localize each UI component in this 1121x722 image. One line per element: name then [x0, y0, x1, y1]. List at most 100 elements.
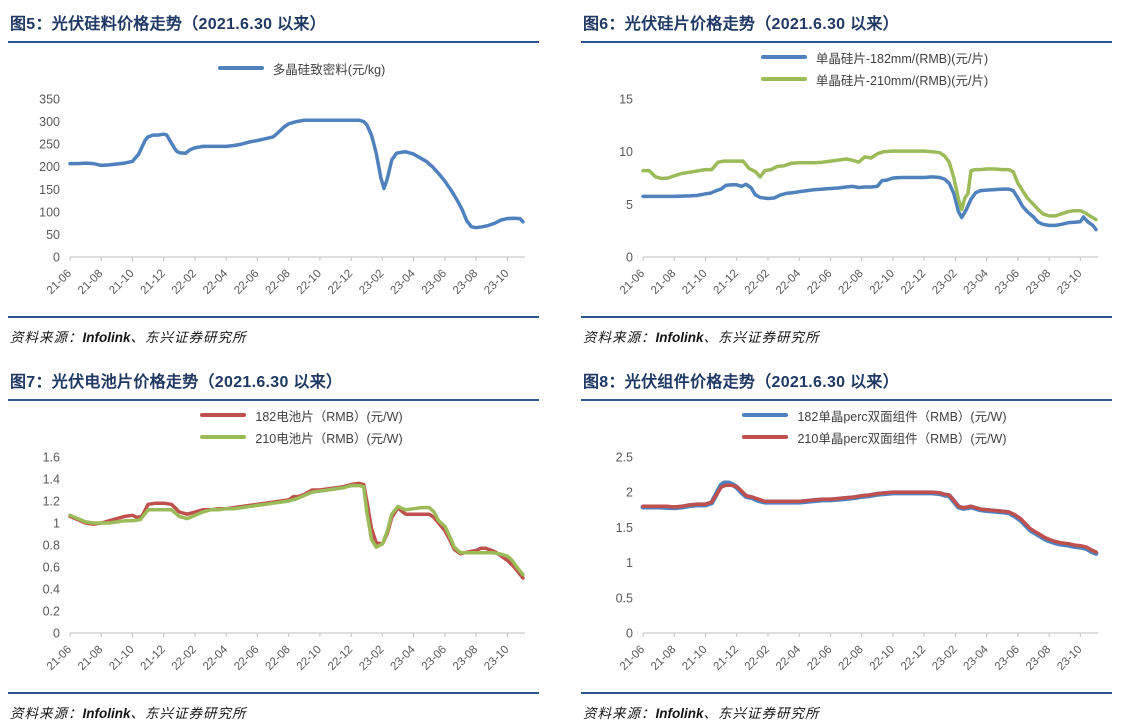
x-tick-label: 21-12 [139, 644, 168, 673]
x-tick-label: 23-10 [482, 644, 511, 673]
x-tick-label: 22-12 [899, 268, 928, 297]
legend-line-swatch [742, 413, 789, 417]
y-tick-label: 1 [626, 556, 633, 570]
x-tick-label: 23-02 [357, 644, 386, 673]
x-tick-label: 22-06 [805, 268, 834, 297]
legend-item: 182单晶perc双面组件（RMB）(元/W) [742, 406, 1007, 425]
title-divider [8, 41, 539, 43]
source-divider [8, 692, 539, 694]
x-tick-label: 22-04 [201, 267, 231, 297]
x-tick-label: 21-10 [680, 268, 709, 297]
legend-line-swatch [760, 77, 807, 81]
x-tick-label: 22-12 [899, 644, 928, 673]
x-tick-label: 21-10 [680, 644, 709, 673]
legend-label: 182单晶perc双面组件（RMB）(元/W) [797, 409, 1007, 424]
y-tick-label: 2.5 [616, 451, 633, 465]
source-line: 资料来源：Infolink、东兴证券研究所 [10, 702, 539, 722]
y-tick-label: 200 [39, 160, 60, 174]
axes: 0 0.2 0.4 0.6 0.8 1 1.2 1.4 1.6 21-06 21-08 21-10 21… [43, 451, 525, 673]
x-tick-label: 23-04 [388, 267, 418, 297]
legend-item: 多晶硅致密料(元/kg) [217, 59, 385, 78]
y-tick-label: 0 [626, 251, 633, 265]
x-tick-label: 21-10 [107, 644, 136, 673]
x-tick-label: 22-02 [170, 268, 199, 297]
figure-title: 图6：光伏硅片价格走势（2021.6.30 以来） [583, 16, 900, 33]
series-lines [68, 118, 525, 230]
x-tick-label: 22-10 [868, 644, 897, 673]
source-prefix: 资料来源： [583, 706, 656, 721]
x-tick-label: 22-08 [837, 644, 866, 673]
x-tick-label: 21-08 [76, 644, 105, 673]
series-lines [640, 480, 1099, 556]
legend-item: 单晶硅片-182mm/(RMB)(元/片) [760, 48, 988, 67]
series-lines [68, 481, 525, 580]
legend-item: 182电池片（RMB）(元/W) [200, 406, 403, 425]
chart-legend: 单晶硅片-182mm/(RMB)(元/片) 单晶硅片-210mm/(RMB)(元/… [581, 45, 1112, 91]
y-tick-label: 0.8 [43, 539, 60, 553]
y-tick-label: 0.4 [43, 583, 60, 597]
x-tick-label: 21-12 [712, 644, 741, 673]
title-divider [8, 399, 539, 401]
x-tick-label: 21-08 [76, 268, 105, 297]
x-tick-label: 22-04 [774, 267, 804, 297]
y-tick-label: 0 [53, 627, 60, 641]
x-tick-label: 23-06 [993, 644, 1022, 673]
source-line: 资料来源：Infolink、东兴证券研究所 [10, 326, 539, 346]
y-tick-label: 350 [39, 93, 60, 107]
figure-panel-6: 图6：光伏硅片价格走势（2021.6.30 以来） 单晶硅片-182mm/(RM… [581, 8, 1112, 346]
y-tick-label: 0.5 [616, 591, 633, 605]
x-tick-label: 23-04 [961, 267, 991, 297]
legend-line-swatch [217, 66, 264, 70]
source-line: 资料来源：Infolink、东兴证券研究所 [583, 702, 1112, 722]
line-chart-module: 00.511.522.521-06 21-08 21-10 21-12 22-02 22-… [616, 451, 1099, 673]
x-tick-label: 23-08 [451, 644, 480, 673]
x-tick-label: 22-02 [170, 644, 199, 673]
x-tick-label: 21-08 [649, 268, 678, 297]
x-tick-label: 22-04 [201, 643, 231, 673]
legend-label: 182电池片（RMB）(元/W) [255, 409, 403, 424]
legend-line-swatch [200, 413, 247, 417]
series-line [641, 149, 1098, 222]
source-suffix: 、东兴证券研究所 [130, 330, 247, 345]
chart-legend: 182单晶perc双面组件（RMB）(元/W) 210单晶perc双面组件（RMB… [581, 403, 1112, 449]
source-brand: Infolink [82, 330, 131, 345]
legend-item: 210电池片（RMB）(元/W) [200, 428, 403, 447]
x-tick-label: 23-02 [930, 268, 959, 297]
title-divider [581, 41, 1112, 43]
line-chart-polysilicon: 0 50 100 150 200 250 300 350 21-06 21-08 21-10 21-1… [39, 93, 525, 297]
legend-line-swatch [200, 435, 247, 439]
x-tick-label: 23-08 [1024, 644, 1053, 673]
x-tick-label: 21-10 [107, 268, 136, 297]
figure-title: 图8：光伏组件价格走势（2021.6.30 以来） [583, 374, 900, 391]
x-tick-label: 21-06 [45, 644, 74, 673]
x-tick-label: 22-08 [264, 268, 293, 297]
line-chart-cell: 0 0.2 0.4 0.6 0.8 1 1.2 1.4 1.6 21-06 21-08 21-10 21… [43, 451, 525, 673]
x-tick-label: 22-10 [295, 268, 324, 297]
x-tick-label: 22-12 [326, 268, 355, 297]
x-tick-label: 22-02 [743, 644, 772, 673]
source-prefix: 资料来源： [583, 330, 656, 345]
source-divider [581, 692, 1112, 694]
x-tick-label: 23-08 [451, 268, 480, 297]
x-tick-label: 23-06 [420, 644, 449, 673]
source-prefix: 资料来源： [10, 330, 83, 345]
source-suffix: 、东兴证券研究所 [703, 706, 820, 721]
x-tick-label: 23-02 [357, 268, 386, 297]
x-tick-label: 23-10 [1055, 268, 1084, 297]
source-suffix: 、东兴证券研究所 [703, 330, 820, 345]
x-tick-label: 23-04 [388, 643, 418, 673]
y-tick-label: 0 [626, 627, 633, 641]
chart-legend: 多晶硅致密料(元/kg) [8, 45, 539, 91]
legend-line-swatch [760, 55, 807, 59]
source-divider [8, 316, 539, 318]
legend-label: 210电池片（RMB）(元/W) [255, 431, 403, 446]
y-tick-label: 0 [53, 251, 60, 265]
x-tick-label: 23-02 [930, 644, 959, 673]
x-tick-label: 21-06 [618, 268, 647, 297]
x-tick-label: 22-08 [837, 268, 866, 297]
axes: 00.511.522.521-06 21-08 21-10 21-12 22-02 22-… [616, 451, 1098, 673]
y-tick-label: 0.2 [43, 605, 60, 619]
source-brand: Infolink [82, 706, 131, 721]
y-tick-label: 1.4 [43, 473, 60, 487]
x-tick-label: 22-06 [805, 644, 834, 673]
